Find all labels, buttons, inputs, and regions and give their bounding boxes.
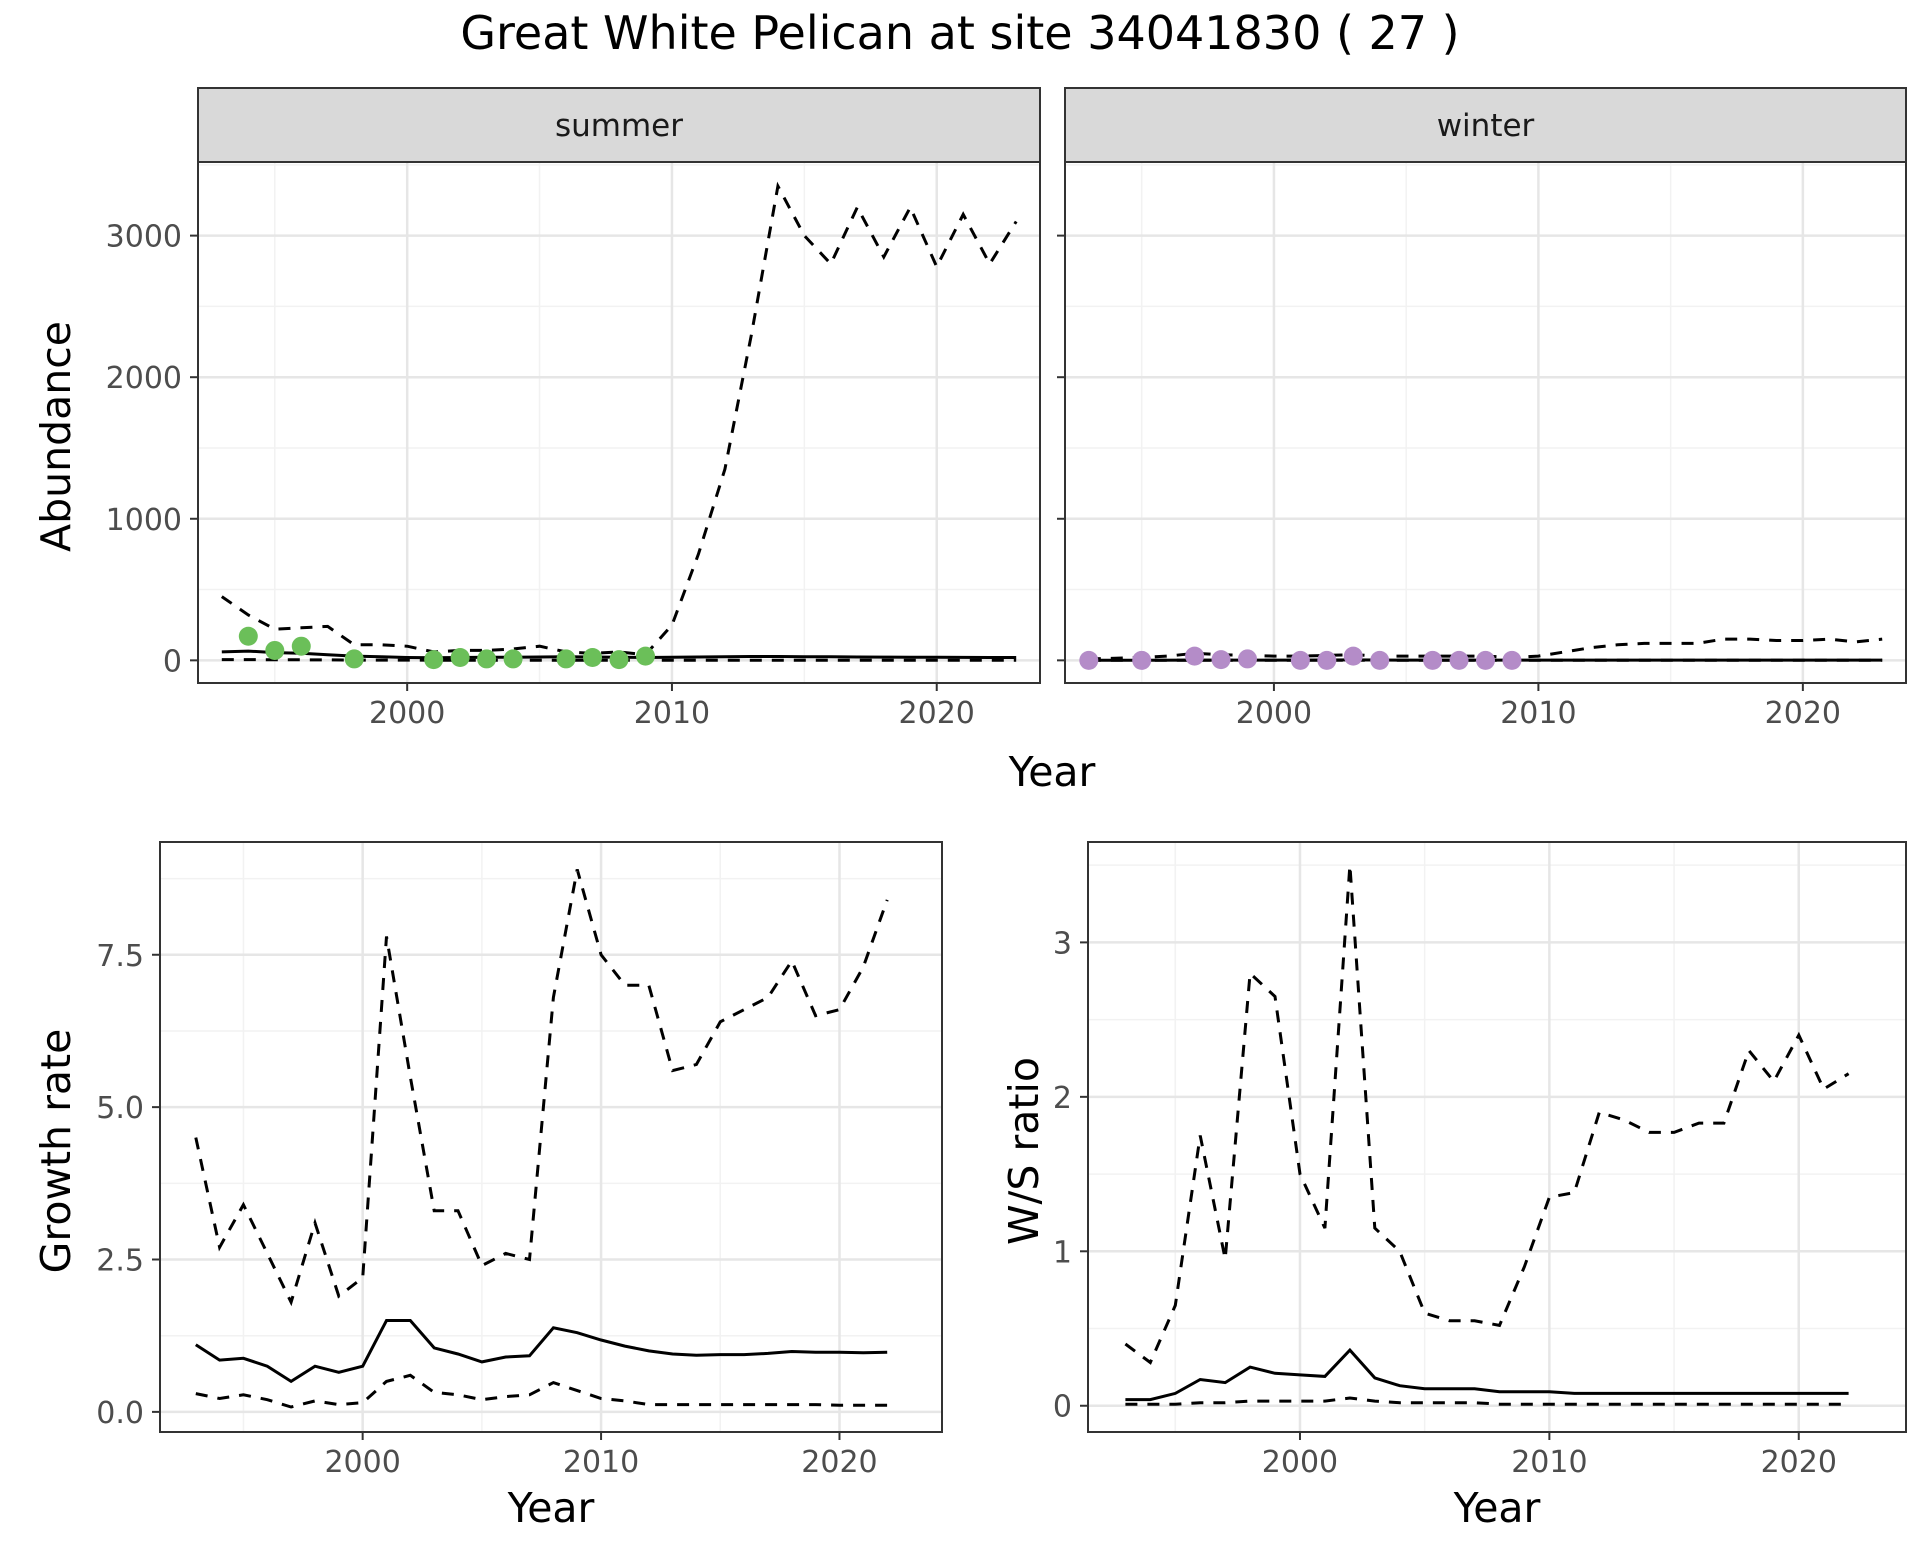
x-tick-label: 2000 bbox=[369, 696, 445, 731]
panel-background bbox=[160, 842, 942, 1432]
estimate-line bbox=[194, 1319, 888, 1384]
panel-background bbox=[1065, 162, 1906, 683]
panel-winter: winter 2000 2010 2020 bbox=[1057, 87, 1907, 731]
y-tick-label: 0.0 bbox=[96, 1396, 144, 1431]
data-point bbox=[1185, 646, 1205, 666]
upper-bound-line bbox=[220, 181, 1018, 657]
x-tick-label: 2020 bbox=[899, 696, 975, 731]
y-tick-label: 1000 bbox=[106, 503, 182, 538]
x-tick-label: 2020 bbox=[1765, 696, 1841, 731]
data-point bbox=[635, 646, 655, 666]
data-point bbox=[1211, 650, 1231, 670]
y-tick-label: 0 bbox=[163, 644, 182, 679]
x-axis-label-top: Year bbox=[1008, 748, 1096, 796]
data-point bbox=[1476, 650, 1495, 670]
x-axis-label: Year bbox=[1453, 1484, 1541, 1532]
panel-border bbox=[1087, 841, 1907, 1433]
data-point bbox=[238, 626, 258, 646]
data-point bbox=[583, 648, 603, 668]
y-axis-label: Abundance bbox=[32, 321, 80, 552]
panel-growth: 2000 2010 2020 0.0 2.5 5.0 7.5 Growth rate Year bbox=[32, 841, 943, 1532]
data-point bbox=[1079, 650, 1099, 670]
y-axis-label: W/S ratio bbox=[1000, 1057, 1048, 1245]
facet-strip-label: winter bbox=[1437, 108, 1535, 144]
x-tick-label: 2000 bbox=[324, 1445, 400, 1480]
facet-strip bbox=[197, 87, 1041, 163]
y-tick-label: 7.5 bbox=[96, 939, 144, 974]
panel-summer: summer 2000 2010 2020 0 1000 2000 3000 Abundance bbox=[32, 87, 1041, 731]
data-point bbox=[424, 650, 444, 670]
data-point bbox=[1343, 646, 1363, 666]
data-point bbox=[503, 649, 523, 669]
y-tick-label: 3000 bbox=[106, 220, 182, 255]
data-point bbox=[1317, 650, 1337, 670]
x-tick-label: 2020 bbox=[1761, 1445, 1837, 1480]
y-tick-label: 1 bbox=[1053, 1235, 1072, 1270]
y-axis-label: Growth rate bbox=[32, 1029, 80, 1274]
data-point bbox=[1502, 650, 1522, 670]
x-tick-label: 2020 bbox=[801, 1445, 877, 1480]
x-tick-label: 2010 bbox=[1511, 1445, 1587, 1480]
upper-bound-line bbox=[1124, 865, 1850, 1365]
y-tick-label: 5.0 bbox=[96, 1091, 144, 1126]
data-point bbox=[1290, 650, 1310, 670]
x-tick-label: 2010 bbox=[563, 1445, 639, 1480]
x-axis-label: Year bbox=[507, 1484, 595, 1532]
facet-strip bbox=[1064, 87, 1907, 163]
data-point bbox=[477, 649, 497, 669]
y-tick-label: 0 bbox=[1053, 1390, 1072, 1425]
data-point bbox=[344, 649, 364, 669]
facet-strip-label: summer bbox=[555, 108, 683, 144]
y-tick-label: 2.5 bbox=[96, 1244, 144, 1279]
chart-title: Great White Pelican at site 34041830 ( 2… bbox=[460, 6, 1460, 60]
lower-bound-line bbox=[1125, 1396, 1849, 1406]
data-point bbox=[1237, 649, 1257, 669]
panel-background bbox=[198, 162, 1040, 683]
data-point bbox=[291, 636, 311, 656]
x-tick-label: 2000 bbox=[1236, 696, 1312, 731]
data-point bbox=[450, 648, 470, 668]
upper-bound-line bbox=[194, 868, 889, 1307]
panel-border bbox=[159, 841, 943, 1433]
x-tick-label: 2000 bbox=[1262, 1445, 1338, 1480]
x-tick-label: 2010 bbox=[1500, 696, 1576, 731]
lower-bound-line bbox=[195, 1373, 888, 1409]
panel-ratio: 2000 2010 2020 0 1 2 3 W/S ratio Year bbox=[1000, 841, 1907, 1532]
data-point bbox=[265, 640, 285, 660]
y-tick-label: 3 bbox=[1053, 926, 1072, 961]
data-point bbox=[1423, 650, 1443, 670]
y-tick-label: 2 bbox=[1053, 1081, 1072, 1116]
data-point bbox=[609, 650, 629, 670]
data-point bbox=[1132, 650, 1152, 670]
estimate-line bbox=[1125, 1347, 1849, 1402]
x-tick-label: 2010 bbox=[634, 696, 710, 731]
data-point bbox=[1370, 650, 1390, 670]
panel-background bbox=[1088, 842, 1906, 1432]
data-point bbox=[1449, 650, 1469, 670]
data-point bbox=[556, 649, 576, 669]
y-tick-label: 2000 bbox=[106, 361, 182, 396]
